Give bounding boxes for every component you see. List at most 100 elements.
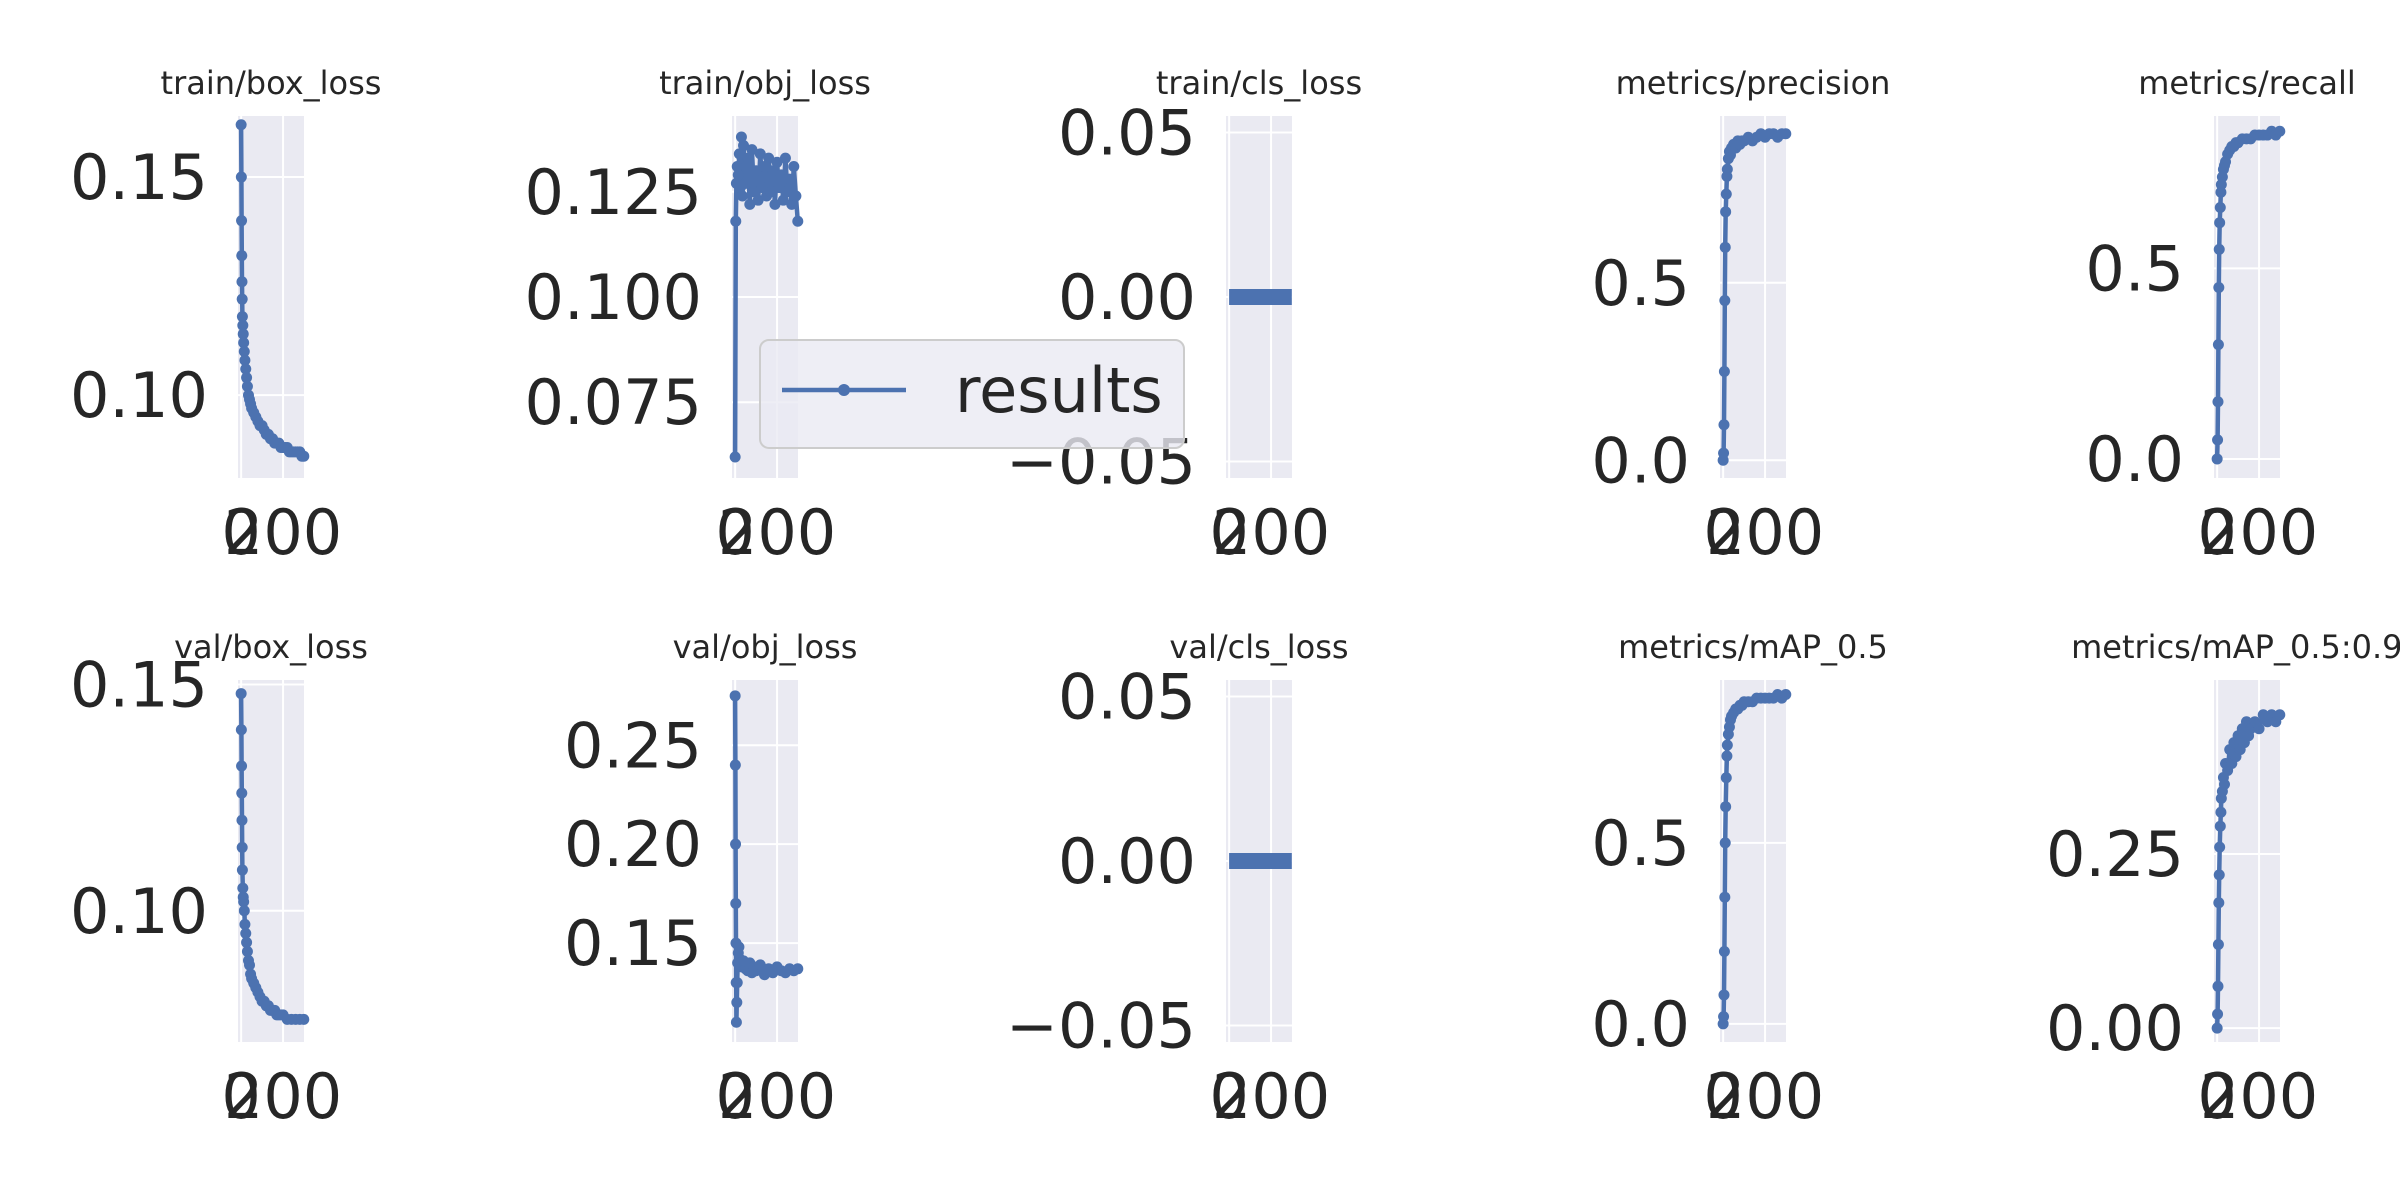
legend-marker-sample xyxy=(838,384,850,396)
data-point xyxy=(748,186,760,198)
data-point xyxy=(2213,869,2225,881)
data-point xyxy=(1780,128,1792,140)
data-point xyxy=(241,372,253,384)
data-point xyxy=(2212,434,2224,446)
data-point xyxy=(1719,891,1731,903)
subplot-title: val/cls_loss xyxy=(1169,628,1348,666)
data-point xyxy=(1719,295,1731,307)
data-point xyxy=(775,169,787,181)
subplot-title: metrics/mAP_0.5:0.95 xyxy=(2071,628,2400,666)
x-tick-label: 200 xyxy=(1212,1060,1330,1133)
data-point xyxy=(1720,188,1732,200)
data-point xyxy=(786,198,798,210)
subplot-title: train/cls_loss xyxy=(1156,64,1362,102)
y-tick-label: 0.5 xyxy=(1591,247,1690,320)
data-point xyxy=(756,182,768,194)
data-point xyxy=(754,148,766,160)
subplot-title: val/obj_loss xyxy=(673,628,858,666)
x-tick-label: 0 xyxy=(221,1060,260,1133)
y-tick-label: 0.05 xyxy=(1058,96,1196,169)
data-point xyxy=(236,250,248,262)
data-point xyxy=(730,215,742,227)
data-point xyxy=(1720,772,1732,784)
x-tick-label: 0 xyxy=(2197,496,2236,569)
subplot-title: metrics/precision xyxy=(1616,64,1891,102)
data-point xyxy=(729,759,741,771)
data-point xyxy=(235,171,247,183)
data-point xyxy=(237,328,249,340)
data-point xyxy=(1721,163,1733,175)
data-point xyxy=(731,977,743,989)
y-tick-label: −0.05 xyxy=(1006,990,1196,1063)
data-point xyxy=(238,337,250,349)
y-tick-label: 0.00 xyxy=(1058,825,1196,898)
x-tick-label: 200 xyxy=(2200,1060,2318,1133)
data-point xyxy=(240,927,252,939)
data-point xyxy=(744,198,756,210)
data-point xyxy=(236,293,248,305)
x-tick-label: 0 xyxy=(1209,1060,1248,1133)
data-point xyxy=(763,152,775,164)
data-point xyxy=(2213,897,2225,909)
data-point xyxy=(2214,841,2226,853)
x-tick-label: 0 xyxy=(1209,496,1248,569)
axes-background xyxy=(238,116,304,478)
data-point xyxy=(746,144,758,156)
data-point xyxy=(1719,241,1731,253)
data-point xyxy=(241,380,253,392)
data-point xyxy=(236,215,248,227)
x-tick-label: 200 xyxy=(718,1060,836,1133)
data-point xyxy=(731,996,743,1008)
data-point xyxy=(1718,447,1730,459)
data-point xyxy=(2213,281,2225,293)
x-tick-label: 200 xyxy=(1706,1060,1824,1133)
x-tick-label: 0 xyxy=(715,1060,754,1133)
y-tick-label: 0.5 xyxy=(1591,807,1690,880)
data-point xyxy=(1720,801,1732,813)
data-point xyxy=(237,319,249,331)
data-point xyxy=(792,215,804,227)
x-tick-label: 0 xyxy=(2197,1060,2236,1133)
y-tick-label: 0.5 xyxy=(2085,232,2184,305)
y-tick-label: 0.10 xyxy=(70,875,208,948)
data-point xyxy=(244,959,256,971)
data-point xyxy=(732,169,744,181)
data-point xyxy=(236,814,248,826)
subplot-title: metrics/mAP_0.5 xyxy=(1618,628,1888,666)
y-tick-label: 0.15 xyxy=(70,141,208,214)
data-point xyxy=(782,186,794,198)
data-point xyxy=(777,194,789,206)
subplot-title: metrics/recall xyxy=(2138,64,2356,102)
data-point xyxy=(752,194,764,206)
data-point xyxy=(2214,217,2226,229)
data-point xyxy=(1718,419,1730,431)
data-point xyxy=(731,161,743,173)
data-point xyxy=(237,882,249,894)
data-point xyxy=(236,760,248,772)
data-point xyxy=(2212,396,2224,408)
x-tick-label: 200 xyxy=(1706,496,1824,569)
data-point xyxy=(236,864,248,876)
y-tick-label: 0.10 xyxy=(70,359,208,432)
y-tick-label: 0.075 xyxy=(525,366,703,439)
x-tick-label: 0 xyxy=(221,496,260,569)
data-point xyxy=(733,148,745,160)
data-point xyxy=(2214,201,2226,213)
data-point xyxy=(2274,125,2286,137)
data-point xyxy=(729,451,741,463)
data-point xyxy=(742,152,754,164)
data-point xyxy=(2213,243,2225,255)
y-tick-label: 0.0 xyxy=(1591,988,1690,1061)
data-point xyxy=(236,787,248,799)
y-tick-label: 0.100 xyxy=(525,261,703,334)
y-tick-label: 0.0 xyxy=(2085,423,2184,496)
y-tick-label: 0.05 xyxy=(1058,660,1196,733)
data-point xyxy=(241,946,253,957)
data-point xyxy=(235,688,247,700)
data-point xyxy=(738,139,750,151)
data-point xyxy=(771,156,783,168)
